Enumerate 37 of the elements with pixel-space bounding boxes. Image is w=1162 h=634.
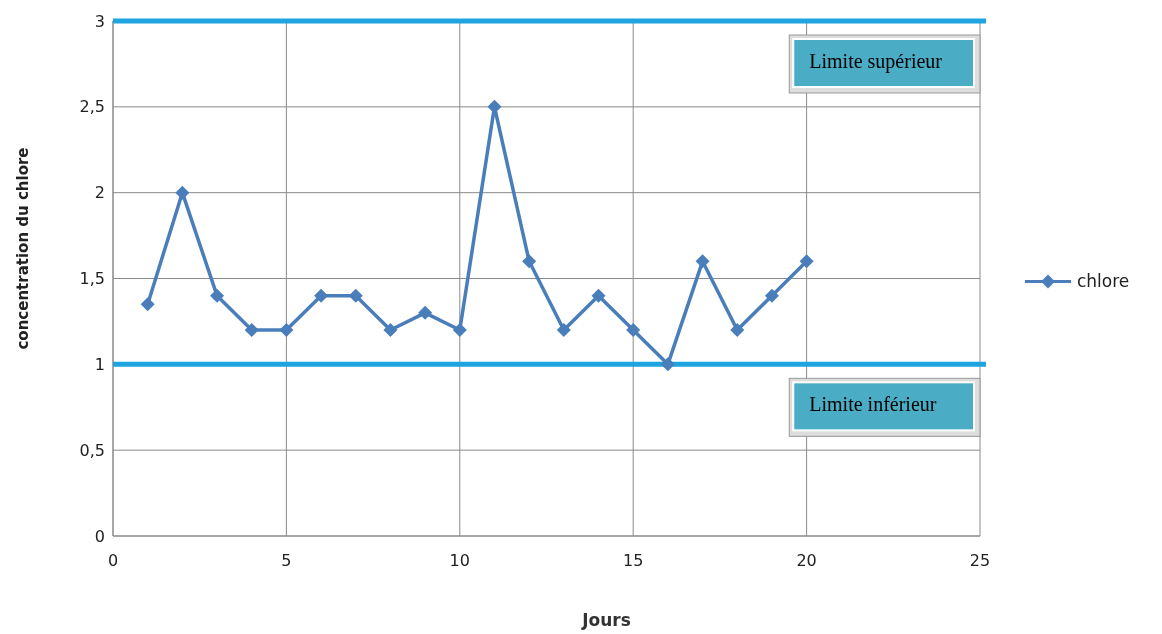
x-tick-label: 20 — [796, 551, 817, 570]
legend-label: chlore — [1077, 271, 1130, 292]
y-axis-title: concentration du chlore — [14, 147, 32, 350]
y-tick-label: 0,5 — [79, 440, 105, 460]
y-tick-label: 0 — [94, 526, 105, 546]
point — [660, 357, 675, 372]
y-tick-label: 2 — [94, 183, 105, 203]
point — [626, 323, 641, 337]
point — [383, 323, 398, 337]
point — [452, 323, 467, 337]
point — [418, 305, 433, 320]
y-tick-label: 1,5 — [79, 269, 105, 289]
point — [556, 323, 571, 337]
point — [799, 254, 814, 269]
point — [730, 323, 745, 337]
point — [210, 288, 225, 303]
ref-line-label: Limite inférieur — [809, 393, 937, 416]
point — [175, 185, 190, 200]
point — [279, 323, 294, 337]
point — [348, 288, 363, 303]
y-tick-label: 1 — [94, 354, 105, 374]
ref-line-label: Limite supérieur — [809, 50, 943, 73]
point — [591, 288, 606, 303]
point — [244, 323, 259, 337]
x-tick-label: 5 — [281, 551, 292, 570]
y-tick-label: 3 — [94, 11, 105, 31]
point — [695, 254, 710, 269]
x-tick-label: 0 — [107, 551, 119, 570]
x-axis-title: Jours — [581, 610, 631, 630]
x-tick-label: 10 — [449, 551, 470, 570]
point — [764, 288, 779, 303]
point — [314, 288, 329, 303]
point — [522, 254, 537, 269]
point — [140, 297, 155, 312]
x-tick-label: 25 — [969, 551, 991, 570]
x-tick-label: 15 — [623, 551, 644, 570]
y-tick-label: 2,5 — [79, 97, 105, 117]
